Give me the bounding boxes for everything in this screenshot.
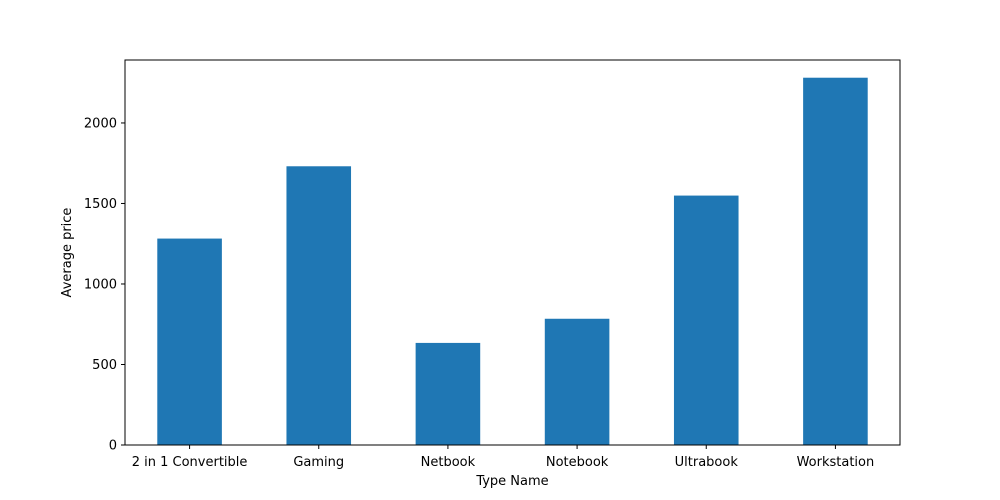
y-tick-label: 0 bbox=[109, 439, 117, 454]
y-axis-label: Average price bbox=[60, 208, 75, 298]
x-tick-label: Ultrabook bbox=[675, 455, 739, 470]
bar-workstation bbox=[803, 77, 868, 446]
plot-area-frame bbox=[124, 59, 901, 446]
bar-ultrabook bbox=[673, 195, 739, 445]
bar-netbook bbox=[415, 342, 481, 445]
bars-group bbox=[157, 77, 868, 446]
x-tick-label: Netbook bbox=[421, 455, 476, 470]
x-axis-label: Type Name bbox=[475, 474, 548, 489]
x-tick-label: Notebook bbox=[546, 455, 609, 470]
y-tick-label: 500 bbox=[92, 358, 117, 373]
x-tick-label: Gaming bbox=[293, 455, 344, 470]
y-tick-label: 1500 bbox=[84, 197, 117, 212]
bar-2-in-1-convertible bbox=[157, 238, 222, 445]
y-tick-label: 1000 bbox=[84, 277, 117, 292]
y-tick-label: 2000 bbox=[84, 116, 117, 131]
x-tick-label: Workstation bbox=[797, 455, 875, 470]
x-axis-ticks: 2 in 1 Convertible Gaming Netbook Notebook U… bbox=[132, 445, 875, 470]
bar-notebook bbox=[544, 318, 610, 445]
bar-gaming bbox=[286, 166, 352, 445]
y-axis-ticks: 0 500 1000 1500 2000 bbox=[84, 116, 125, 454]
x-tick-label: 2 in 1 Convertible bbox=[132, 455, 248, 470]
